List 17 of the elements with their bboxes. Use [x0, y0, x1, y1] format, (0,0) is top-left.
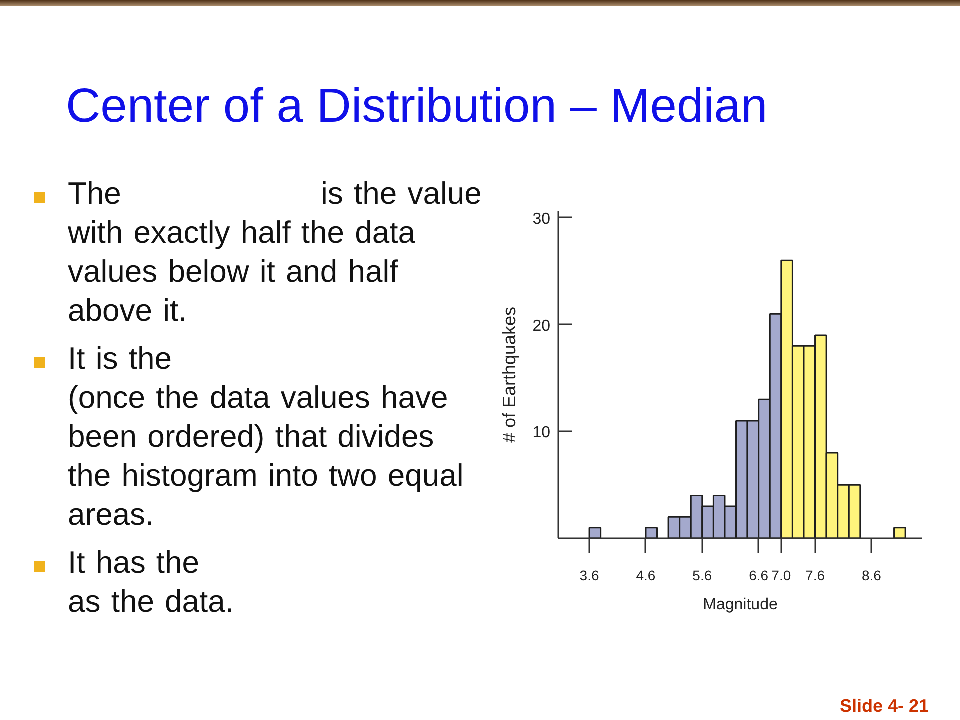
- x-axis-title: Magnitude: [703, 596, 778, 614]
- chart-title: Center of a Distribution – Median: [66, 80, 768, 133]
- y-tick-label: 20: [532, 318, 551, 335]
- x-tick-label: 4.6: [636, 568, 656, 584]
- x-tick-label: 5.6: [692, 568, 712, 584]
- x-tick-label: 7.0: [772, 568, 792, 584]
- x-tick-label: 3.6: [580, 568, 600, 584]
- text: The is the value with exactly half the data values below it and half above it.: [67, 175, 483, 330]
- text: It has the as the data.: [67, 544, 236, 621]
- text: It is the (once the data values have been ordered) that divides the histogram into two equal areas.: [67, 340, 465, 534]
- text: Slide 4- 21: [840, 695, 929, 718]
- y-axis-title: # of Earthquakes: [500, 306, 520, 444]
- y-tick-label: 10: [532, 424, 551, 442]
- y-tick-label: 30: [532, 210, 551, 228]
- x-tick-label: 6.6: [749, 568, 769, 584]
- x-tick-label: 8.6: [862, 568, 882, 584]
- x-tick-label: 7.6: [806, 568, 826, 584]
